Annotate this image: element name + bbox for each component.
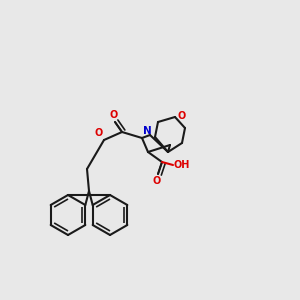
Text: O: O — [110, 110, 118, 120]
Text: N: N — [143, 126, 152, 136]
Text: O: O — [177, 111, 185, 121]
Text: OH: OH — [174, 160, 190, 170]
Text: O: O — [95, 128, 103, 138]
Text: O: O — [153, 176, 161, 186]
